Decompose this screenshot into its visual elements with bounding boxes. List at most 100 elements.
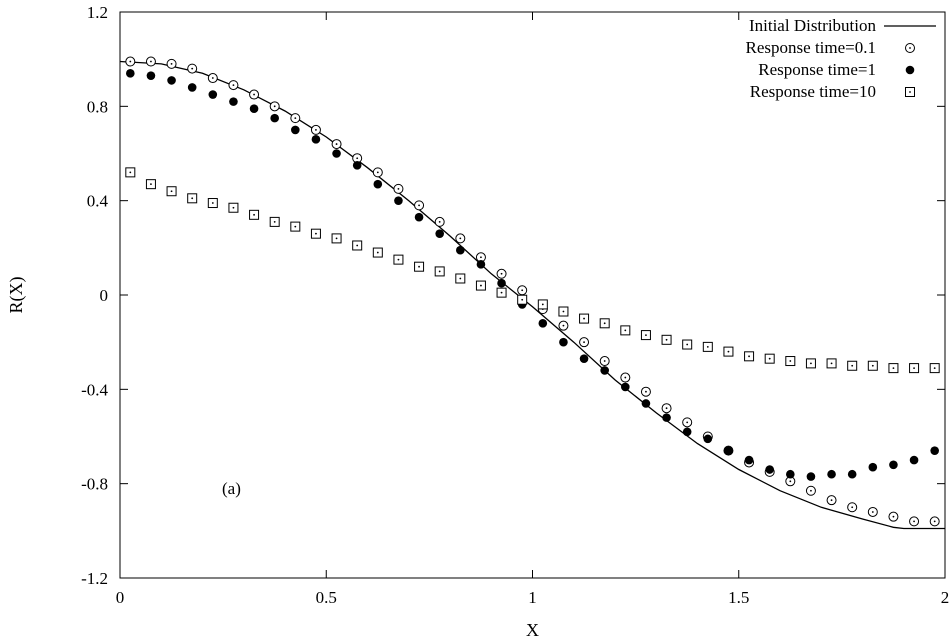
marker-dot bbox=[810, 362, 812, 365]
data-point bbox=[559, 337, 568, 347]
marker-dot bbox=[273, 220, 276, 223]
marker-dot bbox=[232, 206, 235, 209]
data-point bbox=[517, 294, 528, 305]
marker-dot bbox=[191, 67, 194, 70]
marker-dot bbox=[211, 202, 214, 204]
data-point bbox=[269, 101, 280, 112]
legend-marker bbox=[905, 43, 915, 53]
marker-dot bbox=[500, 291, 503, 294]
data-point bbox=[764, 353, 775, 364]
data-point bbox=[393, 254, 404, 265]
marker-dot bbox=[768, 357, 771, 360]
data-point bbox=[682, 417, 693, 428]
marker-dot bbox=[748, 355, 750, 358]
y-tick-label: 0.8 bbox=[87, 97, 108, 116]
data-point bbox=[166, 58, 177, 69]
data-point bbox=[538, 319, 548, 328]
data-point bbox=[187, 63, 198, 74]
data-point bbox=[867, 360, 878, 371]
data-point bbox=[579, 337, 590, 348]
data-point bbox=[372, 247, 383, 258]
marker-dot bbox=[583, 317, 585, 320]
marker-dot bbox=[459, 277, 462, 280]
marker-dot bbox=[273, 105, 276, 108]
series-3 bbox=[125, 167, 940, 374]
x-tick-label: 1 bbox=[528, 588, 537, 607]
data-point bbox=[125, 56, 136, 67]
data-point bbox=[146, 71, 156, 80]
data-point bbox=[414, 261, 425, 272]
data-point bbox=[145, 56, 156, 67]
data-point bbox=[435, 229, 444, 238]
marker-dot bbox=[438, 220, 441, 223]
marker-dot bbox=[150, 60, 152, 63]
data-point bbox=[455, 273, 466, 284]
data-point bbox=[826, 358, 837, 369]
marker-dot bbox=[645, 334, 647, 336]
data-point bbox=[290, 113, 301, 124]
chart-marks bbox=[119, 56, 945, 530]
data-point bbox=[682, 427, 692, 437]
series-2 bbox=[126, 69, 939, 481]
data-point bbox=[496, 268, 507, 279]
data-point bbox=[640, 330, 651, 341]
data-point bbox=[599, 318, 610, 329]
data-point bbox=[228, 202, 239, 213]
data-point bbox=[310, 228, 321, 239]
y-tick-label: -0.8 bbox=[81, 475, 108, 494]
data-point bbox=[744, 351, 755, 362]
marker-dot bbox=[913, 520, 915, 523]
data-point bbox=[579, 354, 589, 363]
marker-dot bbox=[665, 407, 668, 410]
marker-dot bbox=[851, 364, 854, 367]
marker-dot bbox=[541, 303, 544, 306]
data-point bbox=[228, 80, 239, 91]
data-point bbox=[805, 358, 816, 369]
legend: Initial Distribution Response time=0.1 R… bbox=[746, 16, 936, 101]
marker-dot bbox=[583, 341, 585, 344]
data-point bbox=[207, 73, 218, 84]
data-point bbox=[290, 221, 301, 232]
initial-distribution-line bbox=[119, 60, 945, 530]
data-point bbox=[414, 200, 425, 211]
data-point bbox=[269, 216, 280, 227]
marker-dot bbox=[789, 480, 792, 483]
marker-dot bbox=[871, 511, 874, 513]
marker-dot bbox=[521, 289, 524, 292]
data-point bbox=[785, 356, 796, 367]
y-tick-label: 1.2 bbox=[87, 3, 108, 22]
data-point bbox=[145, 179, 156, 190]
marker-dot bbox=[438, 270, 441, 273]
series-1 bbox=[125, 56, 940, 527]
data-point bbox=[291, 125, 300, 135]
data-point bbox=[929, 516, 940, 527]
data-point bbox=[167, 76, 176, 85]
marker-dot bbox=[480, 284, 482, 287]
marker-dot bbox=[253, 93, 255, 96]
data-point bbox=[456, 245, 465, 255]
data-point bbox=[166, 186, 177, 197]
data-point bbox=[475, 280, 486, 291]
marker-dot bbox=[892, 515, 895, 518]
marker-dot bbox=[294, 225, 297, 228]
data-point bbox=[723, 346, 734, 357]
data-point bbox=[621, 382, 630, 392]
marker-dot bbox=[315, 129, 317, 131]
data-point bbox=[724, 446, 733, 455]
data-point bbox=[393, 183, 404, 194]
marker-dot bbox=[418, 204, 420, 207]
marker-dot bbox=[480, 256, 482, 259]
data-point bbox=[620, 325, 631, 336]
data-point bbox=[331, 233, 342, 244]
data-point bbox=[187, 193, 198, 204]
data-point bbox=[867, 506, 878, 517]
data-point bbox=[599, 356, 610, 367]
marker-dot bbox=[603, 322, 606, 325]
data-point bbox=[455, 233, 466, 244]
data-point bbox=[558, 306, 569, 317]
data-point bbox=[434, 266, 445, 277]
panel-annotation: (a) bbox=[222, 479, 241, 498]
data-point bbox=[847, 469, 857, 479]
data-point bbox=[414, 212, 424, 222]
data-point bbox=[352, 240, 363, 251]
